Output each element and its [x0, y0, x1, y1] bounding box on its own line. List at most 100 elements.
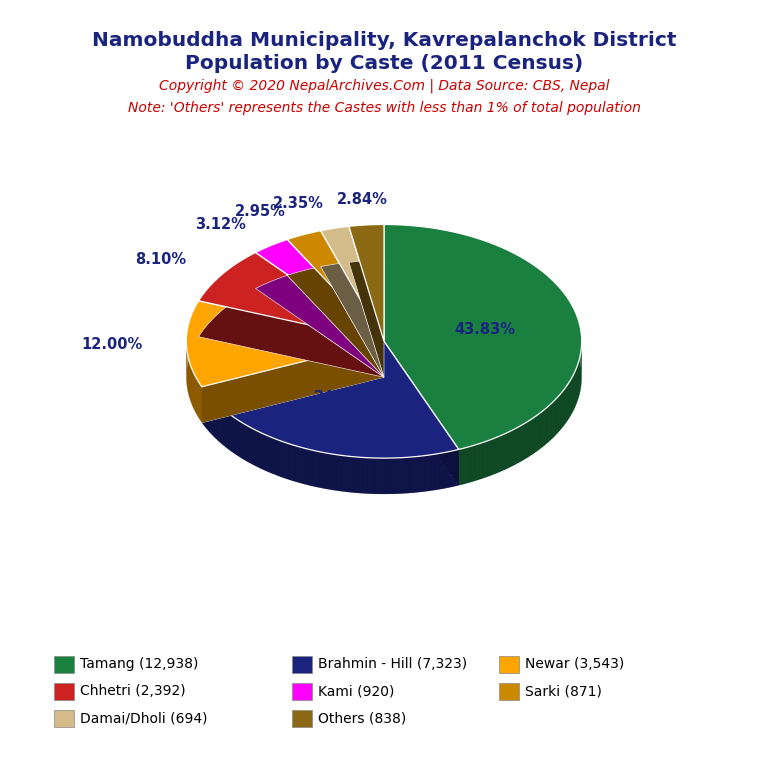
Polygon shape [202, 341, 384, 422]
Text: Population by Caste (2011 Census): Population by Caste (2011 Census) [185, 54, 583, 73]
Polygon shape [271, 437, 273, 474]
Polygon shape [329, 454, 332, 490]
Text: Note: 'Others' represents the Castes with less than 1% of total population: Note: 'Others' represents the Castes wit… [127, 101, 641, 115]
Polygon shape [339, 455, 342, 492]
Text: 3.12%: 3.12% [195, 217, 246, 232]
Text: Copyright © 2020 NepalArchives.Com | Data Source: CBS, Nepal: Copyright © 2020 NepalArchives.Com | Dat… [159, 78, 609, 93]
Text: 43.83%: 43.83% [455, 322, 515, 337]
Polygon shape [352, 456, 355, 493]
Polygon shape [349, 224, 384, 341]
Polygon shape [563, 389, 564, 427]
Polygon shape [286, 443, 289, 479]
Text: Brahmin - Hill (7,323): Brahmin - Hill (7,323) [318, 657, 467, 671]
Text: 24.81%: 24.81% [314, 390, 376, 405]
Polygon shape [380, 458, 383, 494]
Polygon shape [564, 386, 566, 425]
Polygon shape [384, 341, 458, 485]
Polygon shape [558, 394, 561, 432]
Polygon shape [225, 411, 227, 448]
Polygon shape [578, 360, 579, 399]
Polygon shape [202, 377, 458, 494]
Polygon shape [207, 394, 208, 431]
Polygon shape [307, 449, 310, 485]
Polygon shape [573, 374, 574, 412]
Polygon shape [393, 458, 396, 494]
Polygon shape [298, 446, 300, 483]
Polygon shape [267, 435, 269, 472]
Text: Newar (3,543): Newar (3,543) [525, 657, 624, 671]
Polygon shape [349, 456, 352, 492]
Polygon shape [456, 449, 458, 486]
Polygon shape [492, 438, 495, 475]
Polygon shape [234, 418, 237, 455]
Polygon shape [442, 452, 444, 489]
Polygon shape [510, 430, 513, 468]
Polygon shape [202, 341, 458, 458]
Polygon shape [495, 436, 498, 474]
Text: Namobuddha Municipality, Kavrepalanchok District: Namobuddha Municipality, Kavrepalanchok … [91, 31, 677, 50]
Polygon shape [203, 388, 204, 425]
Polygon shape [263, 434, 265, 471]
Polygon shape [238, 420, 240, 457]
Polygon shape [199, 289, 384, 377]
Polygon shape [419, 456, 422, 492]
Polygon shape [296, 445, 298, 482]
Polygon shape [414, 456, 416, 493]
Polygon shape [463, 447, 467, 485]
Polygon shape [388, 458, 391, 494]
Polygon shape [454, 450, 456, 486]
Polygon shape [449, 451, 452, 488]
Polygon shape [357, 457, 359, 493]
Polygon shape [547, 406, 549, 444]
Polygon shape [399, 458, 401, 494]
Polygon shape [432, 455, 434, 491]
Text: Tamang (12,938): Tamang (12,938) [80, 657, 198, 671]
Polygon shape [502, 433, 506, 471]
Polygon shape [444, 452, 447, 488]
Polygon shape [222, 408, 223, 445]
Polygon shape [355, 457, 357, 493]
Polygon shape [458, 449, 463, 485]
Polygon shape [305, 449, 307, 485]
Polygon shape [202, 387, 203, 424]
Polygon shape [342, 455, 344, 492]
Polygon shape [212, 399, 214, 436]
Polygon shape [287, 230, 384, 341]
Polygon shape [247, 425, 249, 462]
Polygon shape [541, 410, 544, 448]
Polygon shape [576, 366, 578, 405]
Polygon shape [282, 442, 284, 478]
Polygon shape [439, 453, 442, 489]
Polygon shape [187, 301, 384, 387]
Polygon shape [447, 452, 449, 488]
Polygon shape [253, 429, 255, 465]
Polygon shape [372, 458, 376, 494]
Polygon shape [217, 404, 219, 442]
Polygon shape [396, 458, 399, 494]
Polygon shape [367, 458, 370, 494]
Polygon shape [289, 444, 291, 480]
Polygon shape [277, 440, 280, 476]
Polygon shape [315, 451, 317, 487]
Polygon shape [293, 445, 296, 482]
Polygon shape [199, 253, 384, 341]
Polygon shape [231, 415, 233, 452]
Polygon shape [210, 396, 211, 434]
Polygon shape [287, 266, 384, 377]
Polygon shape [349, 260, 384, 377]
Polygon shape [427, 455, 429, 492]
Polygon shape [409, 457, 412, 493]
Polygon shape [362, 458, 365, 494]
Polygon shape [383, 458, 386, 494]
Polygon shape [487, 439, 492, 477]
Polygon shape [220, 407, 222, 444]
Polygon shape [233, 417, 234, 454]
Polygon shape [404, 458, 406, 494]
Polygon shape [475, 444, 479, 481]
Polygon shape [332, 454, 334, 490]
Polygon shape [520, 424, 523, 462]
Polygon shape [391, 458, 393, 494]
Polygon shape [300, 447, 303, 484]
Polygon shape [437, 453, 439, 490]
Polygon shape [384, 260, 581, 485]
